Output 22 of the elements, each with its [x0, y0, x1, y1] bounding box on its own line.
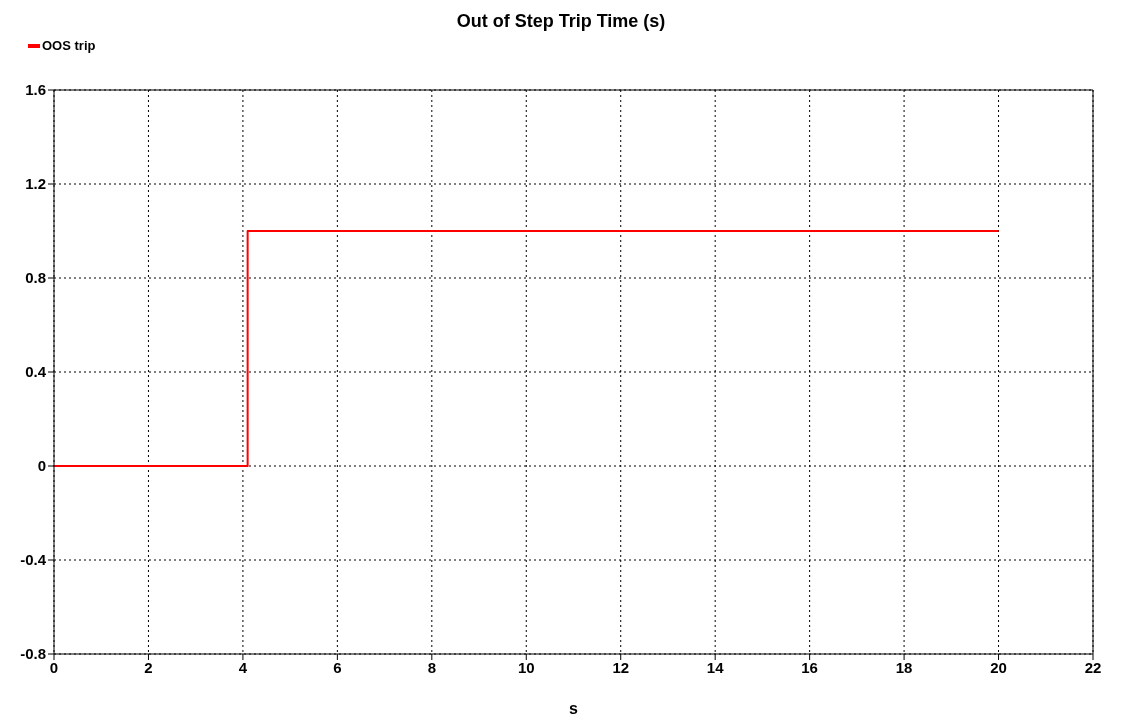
x-axis-title: s	[569, 700, 579, 717]
y-tick-label: 0.4	[25, 363, 47, 381]
x-tick-label: 10	[517, 658, 535, 676]
y-tick-label: -0.8	[20, 645, 46, 663]
x-tick-label: 12	[612, 658, 630, 676]
x-tick-label: 0	[49, 658, 59, 676]
x-tick-label: 8	[427, 658, 436, 676]
x-tick-label: 22	[1084, 658, 1102, 676]
x-tick-label: 14	[706, 658, 725, 676]
x-tick-label: 4	[238, 658, 248, 676]
y-tick-label: -0.4	[20, 551, 47, 569]
x-tick-label: 20	[990, 658, 1007, 676]
x-tick-label: 16	[801, 658, 818, 676]
x-tick-label: 2	[144, 658, 153, 676]
y-tick-label: 0	[37, 457, 46, 475]
chart-title: Out of Step Trip Time (s)	[455, 10, 667, 33]
y-tick-label: 1.2	[25, 175, 46, 193]
x-tick-label: 6	[333, 658, 342, 676]
y-tick-label: 0.8	[25, 269, 46, 287]
legend-label: OOS trip	[41, 38, 96, 53]
x-tick-label: 18	[895, 658, 913, 676]
y-tick-label: 1.6	[25, 81, 46, 99]
